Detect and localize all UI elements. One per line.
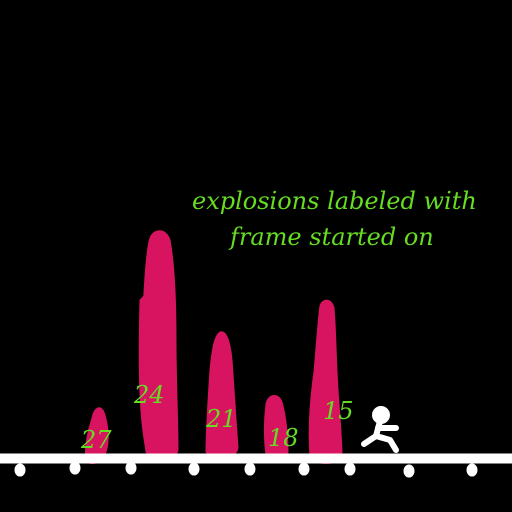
explosion-frame-15	[308, 299, 343, 464]
ground-peg	[244, 462, 256, 476]
ground-peg	[14, 463, 26, 477]
explosion-frame-24	[138, 230, 179, 460]
ground-track	[0, 453, 512, 478]
ground-peg	[403, 464, 415, 478]
explosion-frame-21	[205, 331, 239, 459]
annotation-line-2: frame started on	[230, 223, 434, 251]
player-leg-front	[373, 433, 399, 453]
player-runner	[361, 406, 399, 453]
ground-line	[0, 453, 512, 464]
ground-peg	[466, 463, 478, 477]
explosion-label-15: 15	[323, 397, 354, 425]
explosion-label-21: 21	[206, 405, 237, 433]
ground-peg	[188, 462, 200, 476]
explosion-label-24: 24	[134, 381, 165, 409]
explosion-label-27: 27	[81, 426, 112, 454]
annotation-line-1: explosions labeled with	[192, 187, 477, 215]
explosion-label-18: 18	[268, 424, 299, 452]
ground-peg	[298, 462, 310, 476]
ground-peg	[344, 462, 356, 476]
ground-peg	[125, 461, 137, 475]
ground-peg	[69, 461, 81, 475]
